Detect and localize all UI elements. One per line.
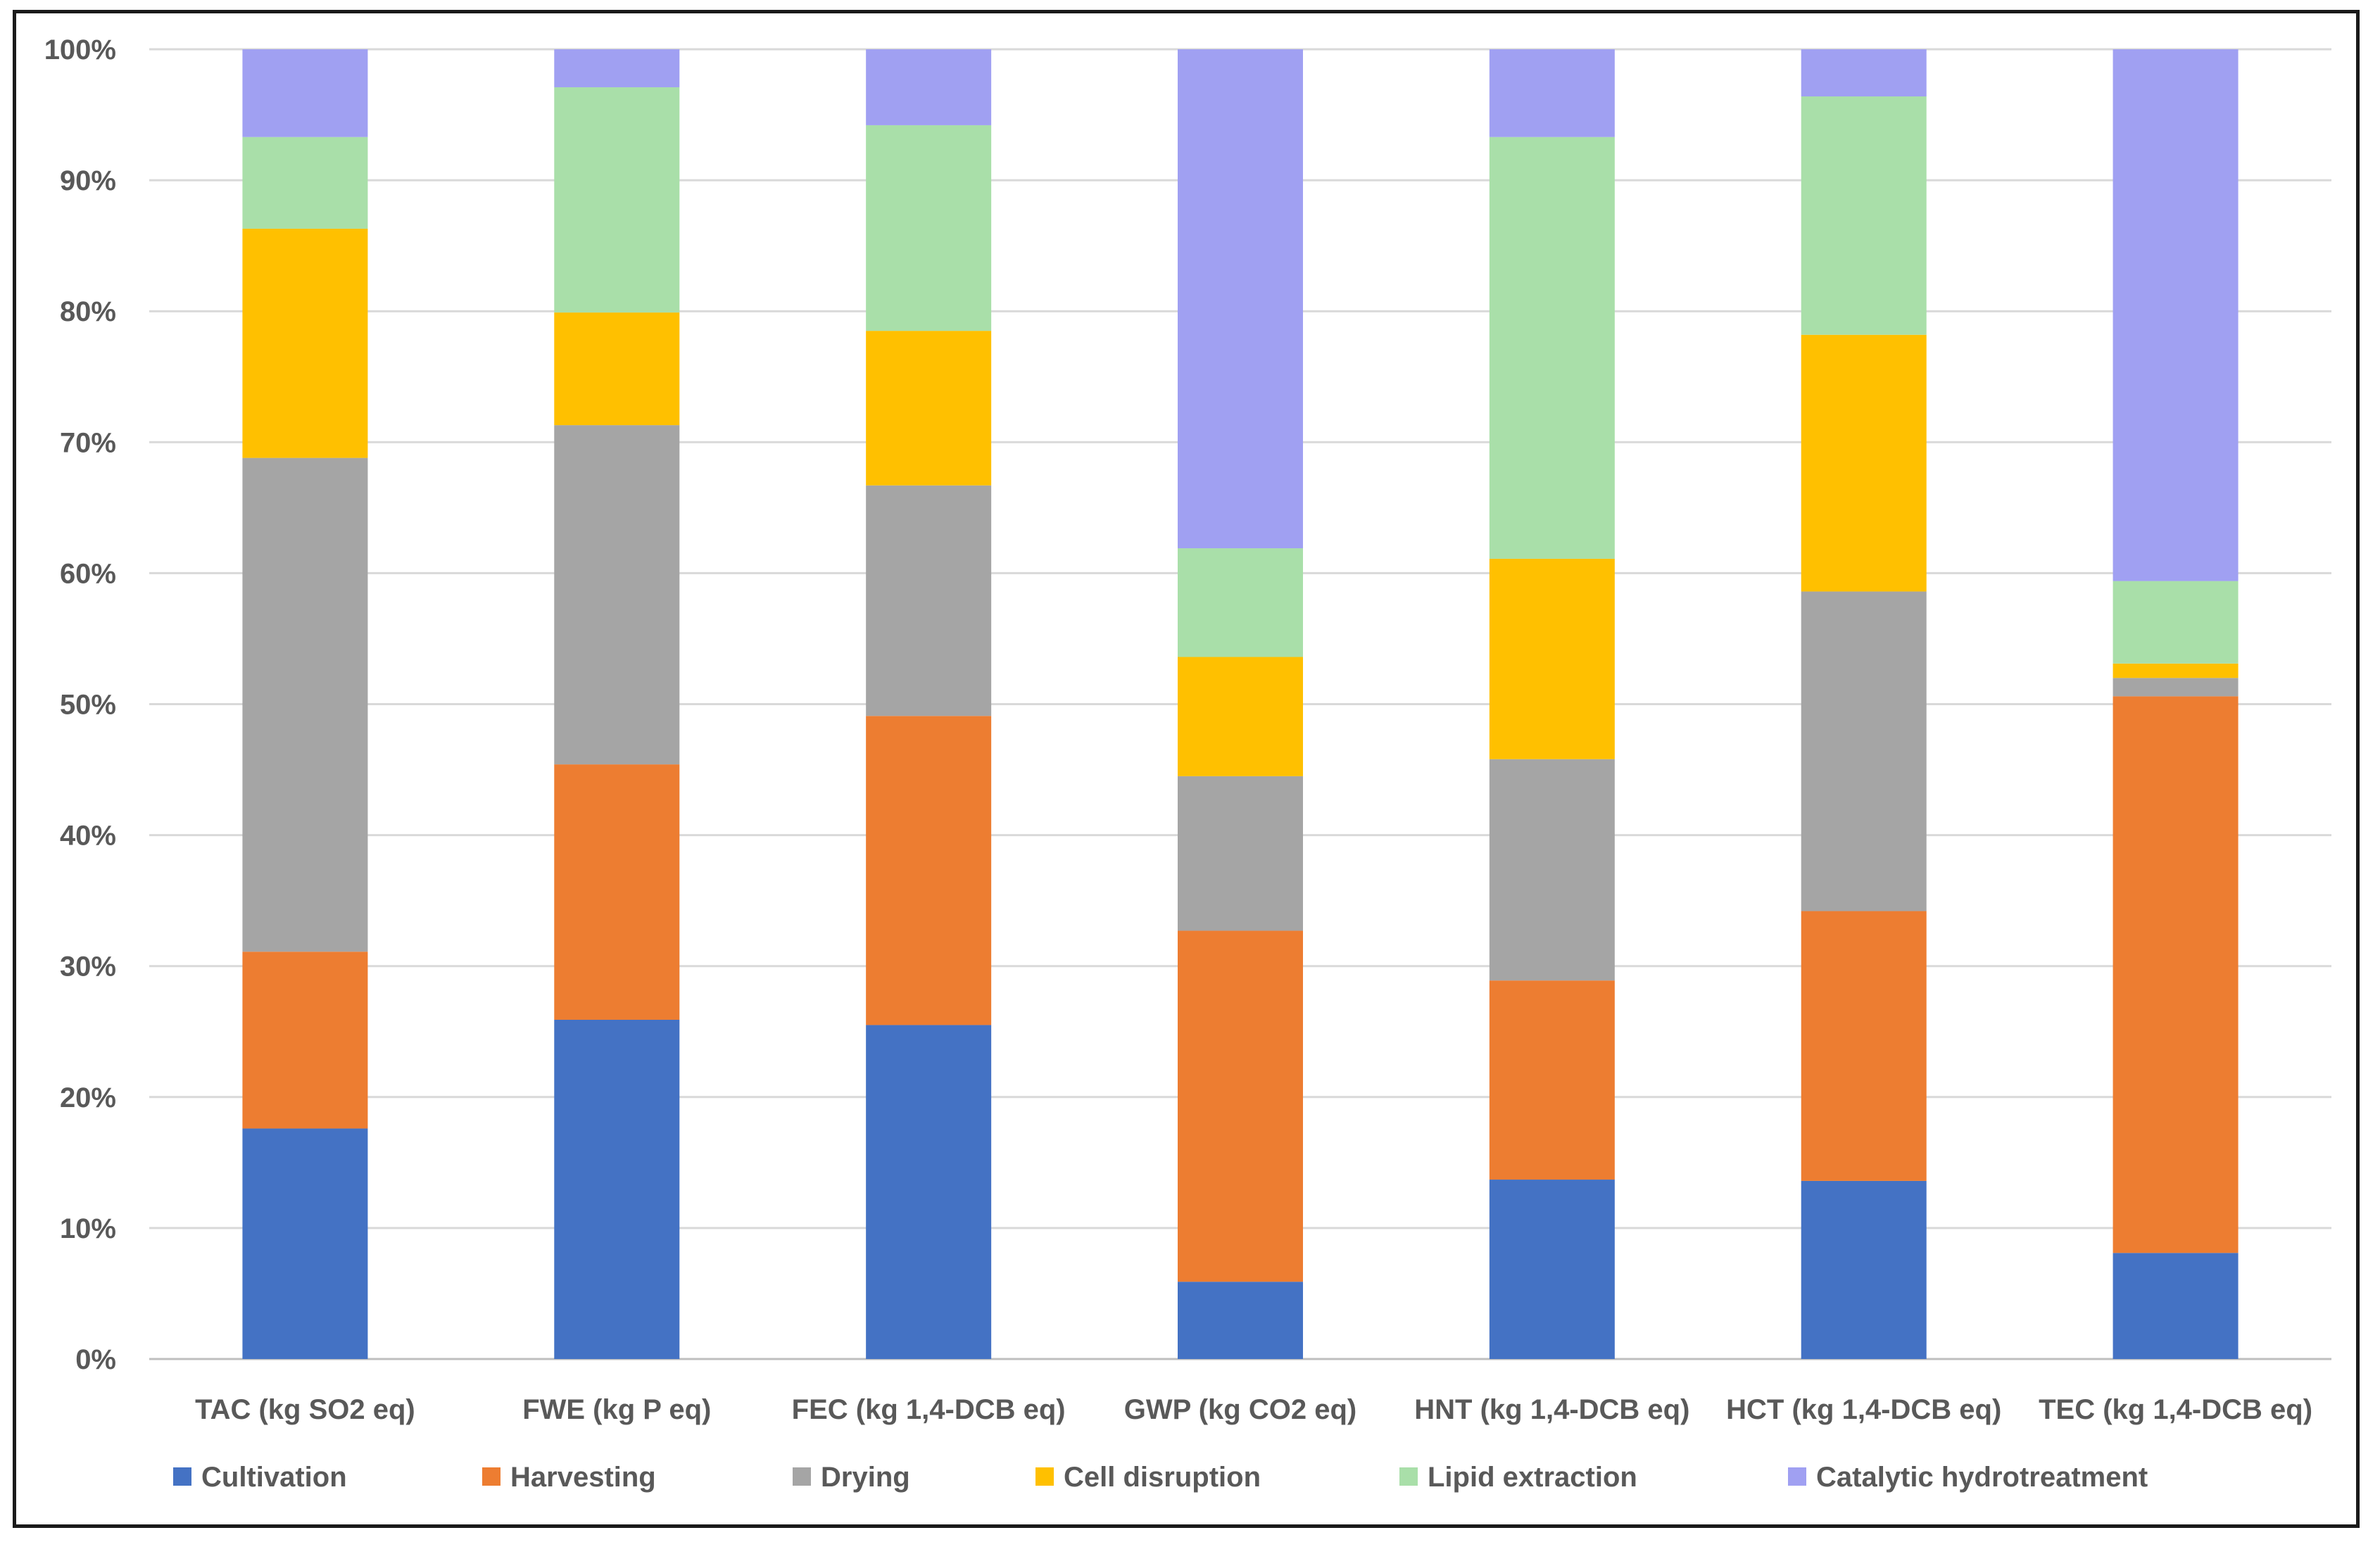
bar-segment-lipid-extraction xyxy=(1801,96,1927,335)
chart-frame: 0% 10% 20% 30% 40% 50% 60% 70% 80% 90% 100% TAC (k… xyxy=(13,10,2360,1528)
bar-segment-cultivation xyxy=(1178,1282,1303,1359)
bar-segment-cell-disruption xyxy=(554,312,680,426)
bar-segment-catalytic-hydrotreatment xyxy=(1801,49,1927,96)
y-tick-label: 80% xyxy=(60,296,116,327)
bar-segment-catalytic-hydrotreatment xyxy=(1178,49,1303,549)
legend-label: Drying xyxy=(821,1462,910,1493)
bar-segment-cultivation xyxy=(554,1020,680,1359)
bars xyxy=(242,49,2239,1359)
bar-segment-lipid-extraction xyxy=(2113,581,2239,664)
bar-segment-harvesting xyxy=(1801,911,1927,1181)
bar-segment-harvesting xyxy=(554,764,680,1020)
legend-swatch xyxy=(1788,1467,1806,1486)
bar-segment-cultivation xyxy=(866,1025,992,1359)
bar-segment-lipid-extraction xyxy=(1489,137,1615,559)
bar-segment-cell-disruption xyxy=(866,331,992,486)
bar-segment-cell-disruption xyxy=(2113,663,2239,678)
bar-segment-catalytic-hydrotreatment xyxy=(242,49,368,137)
bar-segment-drying xyxy=(554,425,680,765)
legend-swatch xyxy=(1399,1467,1418,1486)
legend-label: Cultivation xyxy=(201,1462,347,1493)
y-tick-label: 10% xyxy=(60,1213,116,1244)
legend-label: Lipid extraction xyxy=(1428,1462,1637,1493)
bar-segment-lipid-extraction xyxy=(242,137,368,229)
bar-segment-cell-disruption xyxy=(242,228,368,458)
bar-segment-lipid-extraction xyxy=(866,125,992,331)
category-label: TEC (kg 1,4-DCB eq) xyxy=(2039,1394,2312,1425)
legend-label: Catalytic hydrotreatment xyxy=(1816,1462,2148,1493)
legend: Cultivation Harvesting Drying Cell disrupti… xyxy=(173,1462,2148,1493)
category-label: HCT (kg 1,4-DCB eq) xyxy=(1726,1394,2001,1425)
y-tick-label: 90% xyxy=(60,165,116,196)
category-label: FEC (kg 1,4-DCB eq) xyxy=(792,1394,1066,1425)
bar-segment-catalytic-hydrotreatment xyxy=(1489,49,1615,137)
legend-swatch xyxy=(173,1467,191,1486)
bar-segment-catalytic-hydrotreatment xyxy=(2113,49,2239,581)
bar-segment-harvesting xyxy=(866,716,992,1025)
category-label: FWE (kg P eq) xyxy=(522,1394,711,1425)
y-tick-label: 0% xyxy=(75,1344,116,1375)
bar-segment-catalytic-hydrotreatment xyxy=(866,49,992,125)
y-tick-label: 70% xyxy=(60,427,116,458)
legend-label: Cell disruption xyxy=(1064,1462,1261,1493)
bar-segment-cultivation xyxy=(1801,1180,1927,1359)
bar-segment-cell-disruption xyxy=(1489,558,1615,759)
y-tick-label: 60% xyxy=(60,558,116,589)
bar-segment-drying xyxy=(1801,591,1927,911)
bar-segment-drying xyxy=(1178,776,1303,931)
y-axis-ticks: 0% 10% 20% 30% 40% 50% 60% 70% 80% 90% 100% xyxy=(44,34,116,1375)
y-tick-label: 50% xyxy=(60,690,116,721)
bar-segment-harvesting xyxy=(2113,696,2239,1253)
y-tick-label: 40% xyxy=(60,821,116,852)
bar-segment-drying xyxy=(2113,678,2239,697)
bar-segment-cultivation xyxy=(242,1128,368,1359)
category-label: GWP (kg CO2 eq) xyxy=(1124,1394,1356,1425)
stacked-bar-chart: 0% 10% 20% 30% 40% 50% 60% 70% 80% 90% 100% TAC (k… xyxy=(44,34,2331,1493)
bar-segment-lipid-extraction xyxy=(554,87,680,313)
y-tick-label: 100% xyxy=(44,34,116,65)
y-tick-label: 20% xyxy=(60,1082,116,1113)
legend-swatch xyxy=(482,1467,500,1486)
legend-label: Harvesting xyxy=(510,1462,656,1493)
category-label: TAC (kg SO2 eq) xyxy=(195,1394,415,1425)
bar-segment-drying xyxy=(866,485,992,716)
bar-segment-harvesting xyxy=(242,952,368,1129)
category-labels: TAC (kg SO2 eq) FWE (kg P eq) FEC (kg 1,4-… xyxy=(195,1394,2312,1425)
bar-segment-drying xyxy=(242,457,368,952)
legend-swatch xyxy=(1035,1467,1054,1486)
bar-segment-cultivation xyxy=(1489,1180,1615,1359)
bar-segment-harvesting xyxy=(1489,980,1615,1180)
legend-swatch xyxy=(793,1467,811,1486)
bar-segment-catalytic-hydrotreatment xyxy=(554,49,680,87)
y-tick-label: 30% xyxy=(60,952,116,982)
bar-segment-harvesting xyxy=(1178,930,1303,1282)
bar-segment-lipid-extraction xyxy=(1178,548,1303,657)
bar-segment-drying xyxy=(1489,759,1615,981)
bar-segment-cell-disruption xyxy=(1801,334,1927,592)
category-label: HNT (kg 1,4-DCB eq) xyxy=(1414,1394,1689,1425)
bar-segment-cell-disruption xyxy=(1178,657,1303,776)
bar-segment-cultivation xyxy=(2113,1253,2239,1359)
